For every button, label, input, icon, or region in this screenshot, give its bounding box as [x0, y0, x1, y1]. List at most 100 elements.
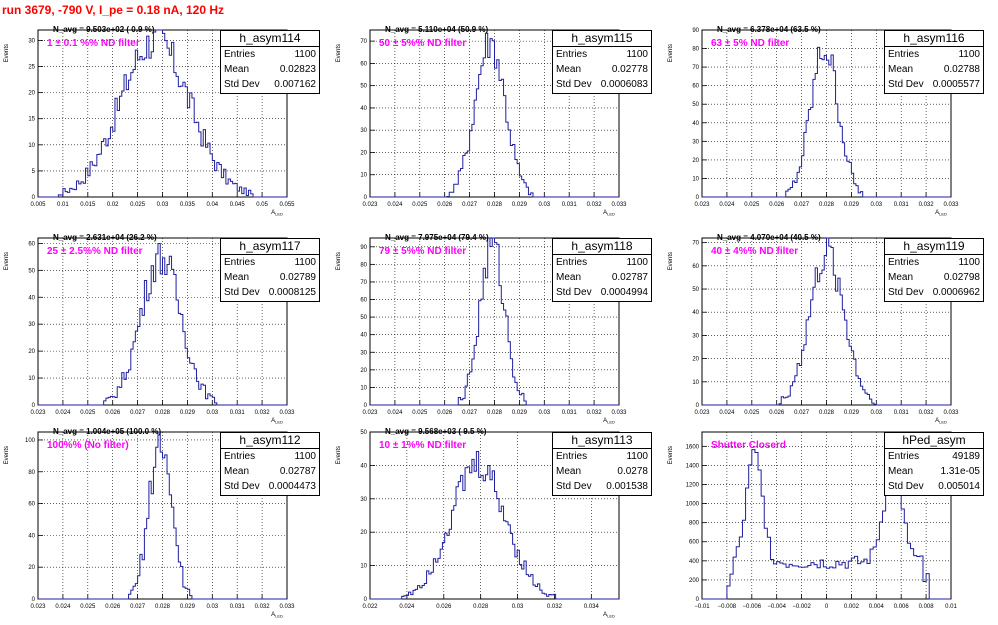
filter-label: 25 ± 2.5%% ND filter	[47, 246, 143, 257]
filter-label: 79 ± 5%% ND filter	[379, 246, 467, 257]
stats-mean-row: Mean 0.02823	[221, 62, 319, 77]
y-tick-label: 70	[360, 39, 367, 45]
x-tick-label: 0.05	[256, 202, 268, 208]
x-tick-label: 0.045	[230, 202, 246, 208]
stats-mean-value: 0.02823	[279, 64, 316, 75]
histogram-panel-h-asym112: 0.023 0.024 0.025 0.026 0.027 0.028 0.029 0.03 0…	[0, 416, 332, 624]
stats-std-value: 0.0008125	[268, 287, 316, 298]
y-tick-label: 10	[360, 385, 367, 391]
x-tick-label: 0.004	[869, 604, 885, 610]
histogram-line	[38, 431, 287, 600]
histogram-line	[38, 242, 287, 406]
stats-entries-row: Entries 1100	[221, 449, 319, 464]
x-tick-label: 0.031	[894, 202, 910, 208]
y-tick-label: 50	[28, 268, 35, 274]
stats-std-row: Std Dev 0.0006962	[885, 285, 983, 300]
stats-title: hPed_asym	[885, 433, 983, 449]
x-tick-label: 0.032	[255, 604, 271, 610]
y-tick-label: 0	[32, 195, 36, 201]
stats-entries-value: 49189	[952, 451, 980, 462]
stats-title: h_asym117	[221, 239, 319, 255]
stats-std-label: Std Dev	[888, 79, 924, 90]
stats-box: h_asym119 Entries 1100 Mean 0.02798 Std Dev 0.…	[884, 238, 984, 302]
y-tick-label: 800	[689, 521, 700, 527]
y-tick-label: 50	[692, 287, 699, 293]
stats-std-row: Std Dev 0.001538	[553, 479, 651, 494]
y-tick-label: 100	[25, 438, 36, 444]
x-axis-title: ALED	[271, 418, 283, 425]
navg-label: N_avg = 4.070e+04 (40.5 %)	[717, 233, 821, 242]
x-tick-label: 0.026	[769, 410, 785, 416]
x-tick-label: 0	[825, 604, 829, 610]
y-tick-label: 0	[696, 403, 700, 409]
x-tick-label: 0.02	[107, 202, 119, 208]
histogram-line	[702, 46, 951, 198]
y-tick-label: 60	[28, 241, 35, 247]
x-tick-label: 0.031	[894, 410, 910, 416]
stats-std-row: Std Dev 0.0004473	[221, 479, 319, 494]
stats-mean-label: Mean	[556, 466, 582, 477]
x-tick-label: 0.032	[255, 410, 271, 416]
stats-mean-value: 0.02787	[279, 466, 316, 477]
x-tick-label: −0.01	[694, 604, 710, 610]
stats-entries-label: Entries	[556, 451, 588, 462]
stats-std-row: Std Dev 0.005014	[885, 479, 983, 494]
y-tick-label: 25	[28, 65, 35, 71]
x-tick-label: 0.024	[55, 410, 71, 416]
x-tick-label: 0.028	[155, 410, 171, 416]
y-tick-label: 0	[32, 597, 36, 603]
stats-std-label: Std Dev	[556, 287, 592, 298]
x-tick-label: 0.03	[157, 202, 169, 208]
stats-box: h_asym116 Entries 1100 Mean 0.02788 Std Dev 0.…	[884, 30, 984, 94]
y-tick-label: 40	[360, 333, 367, 339]
y-tick-label: 20	[360, 530, 367, 536]
x-tick-label: 0.024	[387, 410, 403, 416]
x-tick-label: 0.028	[473, 604, 489, 610]
x-axis-title: ALED	[935, 418, 947, 425]
filter-label: Shutter Closerd	[711, 440, 787, 451]
y-tick-label: 10	[28, 376, 35, 382]
stats-mean-row: Mean 0.02787	[221, 464, 319, 479]
y-axis-title: Events	[668, 446, 674, 464]
stats-entries-value: 1100	[294, 257, 316, 268]
stats-mean-row: Mean 1.31e-05	[885, 464, 983, 479]
x-tick-label: 0.027	[794, 202, 810, 208]
x-tick-label: 0.006	[894, 604, 910, 610]
histogram-line	[38, 29, 287, 198]
x-tick-label: 0.031	[562, 410, 578, 416]
x-tick-label: 0.026	[436, 604, 452, 610]
y-tick-label: 20	[28, 565, 35, 571]
filter-label: 63 ± 5% ND filter	[711, 38, 790, 49]
x-tick-label: 0.03	[538, 410, 550, 416]
stats-entries-row: Entries 49189	[885, 449, 983, 464]
stats-mean-value: 0.02789	[279, 272, 316, 283]
filter-label: 10 ± 1%% ND filter	[379, 440, 467, 451]
y-tick-label: 0	[364, 195, 368, 201]
histogram-panel-h-asym115: 0.023 0.024 0.025 0.026 0.027 0.028 0.029 0.03 0…	[332, 14, 664, 222]
y-axis-title: Events	[4, 252, 10, 270]
stats-box: h_asym113 Entries 1100 Mean 0.0278 Std Dev 0.0…	[552, 432, 652, 496]
histogram-panel-h-asym113: 0.022 0.024 0.026 0.028 0.03 0.032 0.034 0 10 20 3…	[332, 416, 664, 624]
y-tick-label: 70	[692, 241, 699, 247]
stats-std-label: Std Dev	[556, 481, 592, 492]
y-tick-label: 40	[28, 533, 35, 539]
x-tick-label: 0.028	[487, 202, 503, 208]
stats-mean-row: Mean 0.02798	[885, 270, 983, 285]
y-tick-label: 200	[689, 578, 700, 584]
y-tick-label: 50	[692, 102, 699, 108]
y-tick-label: 30	[28, 38, 35, 44]
y-axis-title: Events	[336, 446, 342, 464]
y-tick-label: 10	[692, 176, 699, 182]
y-tick-label: 10	[28, 143, 35, 149]
y-tick-label: 30	[360, 128, 367, 134]
x-tick-label: 0.032	[919, 202, 935, 208]
stats-entries-row: Entries 1100	[553, 47, 651, 62]
stats-std-row: Std Dev 0.0005577	[885, 77, 983, 92]
stats-mean-label: Mean	[224, 272, 250, 283]
stats-std-label: Std Dev	[224, 481, 260, 492]
stats-entries-label: Entries	[224, 451, 256, 462]
stats-entries-row: Entries 1100	[885, 47, 983, 62]
x-tick-label: 0.022	[362, 604, 378, 610]
filter-label: 100%% (No filter)	[47, 440, 129, 451]
y-tick-label: 50	[360, 315, 367, 321]
